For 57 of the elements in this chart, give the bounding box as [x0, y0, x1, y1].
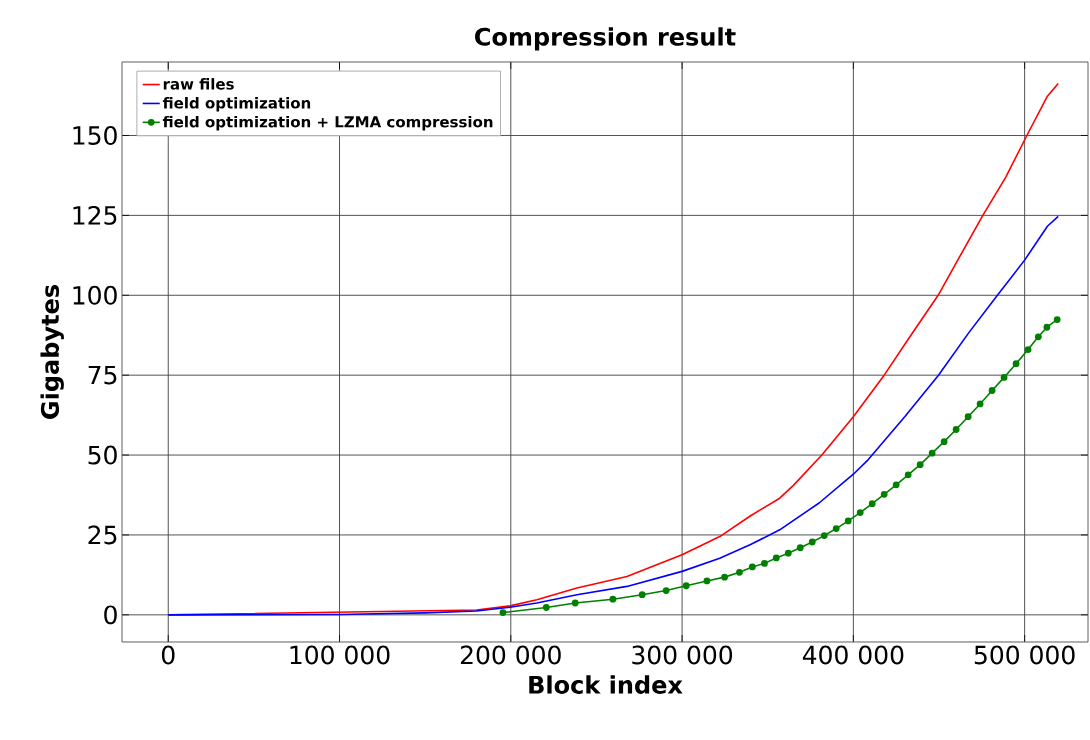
- x-tick-label: 500 000: [974, 645, 1075, 665]
- point: [1012, 360, 1020, 368]
- y-tick-label: 150: [73, 126, 117, 145]
- point: [784, 549, 792, 557]
- point: [880, 490, 888, 498]
- point: [772, 554, 780, 562]
- legend-label: field optimization + LZMA compression: [162, 115, 493, 131]
- point: [892, 481, 900, 489]
- point: [1053, 316, 1061, 323]
- y-tick-label: 0: [104, 605, 117, 625]
- x-tick-label: 0: [161, 645, 175, 665]
- point: [638, 591, 646, 599]
- point: [832, 525, 840, 532]
- point: [916, 461, 924, 469]
- y-tick-label: 75: [88, 365, 117, 385]
- point: [542, 604, 550, 611]
- point: [820, 532, 828, 539]
- point: [1024, 346, 1032, 353]
- point: [1000, 374, 1008, 381]
- point: [868, 500, 876, 508]
- point: [928, 449, 936, 457]
- point: [662, 587, 670, 594]
- x-tick-label: 300 000: [632, 645, 733, 665]
- legend-label: raw files: [163, 78, 234, 90]
- x-tick-label: 100 000: [290, 645, 390, 665]
- point: [856, 509, 864, 516]
- point: [940, 438, 948, 446]
- point: [609, 595, 617, 603]
- legend-label: field optimization: [162, 97, 311, 112]
- y-tick-label: 50: [88, 445, 117, 465]
- point: [964, 413, 972, 421]
- point: [748, 563, 756, 571]
- line-series: [167, 215, 1060, 616]
- point: [499, 609, 507, 616]
- x-axis-title: Block index: [529, 675, 683, 694]
- point: [721, 573, 728, 581]
- point: [904, 471, 912, 479]
- point: [976, 400, 984, 408]
- point: [761, 559, 768, 567]
- point: [808, 538, 816, 546]
- y-axis-title: Gigabytes: [40, 285, 64, 419]
- chart-title: Compression result: [475, 27, 736, 51]
- x-tick-label: 200 000: [460, 645, 561, 665]
- point: [952, 426, 960, 433]
- y-tick-label: 25: [88, 525, 117, 545]
- point: [796, 544, 804, 552]
- point: [682, 582, 690, 590]
- y-tick-label: 125: [73, 205, 117, 225]
- point: [844, 517, 852, 525]
- point: [988, 387, 996, 394]
- point: [736, 568, 743, 576]
- y-tick-label: 100: [73, 285, 117, 305]
- point: [1034, 333, 1042, 341]
- point: [1043, 323, 1051, 331]
- point: [571, 599, 579, 607]
- point: [703, 577, 711, 585]
- x-tick-label: 400 000: [802, 645, 904, 665]
